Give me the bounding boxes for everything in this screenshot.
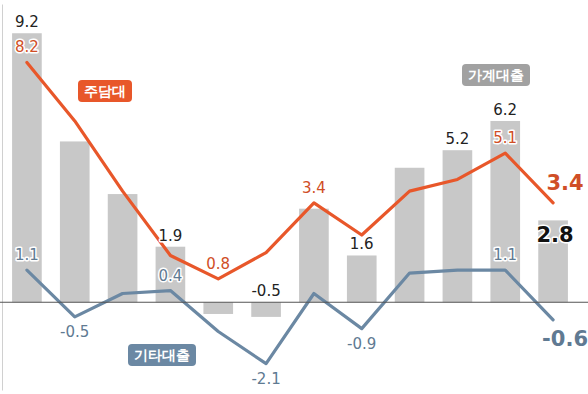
bar [347,255,377,302]
data-label: -2.1 [251,370,280,388]
data-label: -0.9 [347,335,376,353]
data-label: 3.4 [302,179,326,197]
series-tag-box [78,80,132,102]
y-axis [2,5,3,391]
data-label: 1.1 [493,246,517,264]
series-name: 주담대 [84,83,126,99]
series-tag: 가계대출 [462,64,530,86]
data-label: -0.6 [542,327,588,351]
data-label: 9.2 [15,13,39,31]
labels: 9.2 1.9 -0.5 1.6 5.2 6.2 2.8 8.2 0.8 3.4 5.1 3.4 1.1… [15,13,588,387]
data-label: 0.8 [206,255,230,273]
bar [490,121,520,302]
data-label: 1.6 [350,235,374,253]
data-label: 1.1 [15,246,39,264]
data-label: 0.4 [158,267,182,285]
series-name: 기타대출 [134,347,190,363]
data-label: 2.8 [536,223,573,247]
data-label: -0.5 [251,282,280,300]
data-label: -0.5 [60,323,89,341]
series-tag: 주담대 [78,80,132,102]
data-label: 1.9 [158,227,182,245]
chart: 9.2 1.9 -0.5 1.6 5.2 6.2 2.8 8.2 0.8 3.4 5.1 3.4 1.1… [0,0,588,394]
bar [60,141,90,302]
series-name: 가계대출 [468,67,524,83]
series-tag-box [128,344,196,366]
series-tag-box [462,64,530,86]
x-axis [0,302,588,303]
data-label: 3.4 [546,171,583,195]
series-tag: 기타대출 [128,344,196,366]
bar [299,209,329,303]
bar [108,194,138,302]
line [27,270,553,364]
bar [251,302,281,317]
line [27,62,553,278]
data-label: 8.2 [15,38,39,56]
y-axis-line [2,5,3,391]
data-label: 6.2 [493,101,517,119]
bar [203,302,233,314]
data-label: 5.1 [493,129,517,147]
plot-area [12,33,568,363]
data-label: 5.2 [445,130,469,148]
baseline [0,302,588,303]
